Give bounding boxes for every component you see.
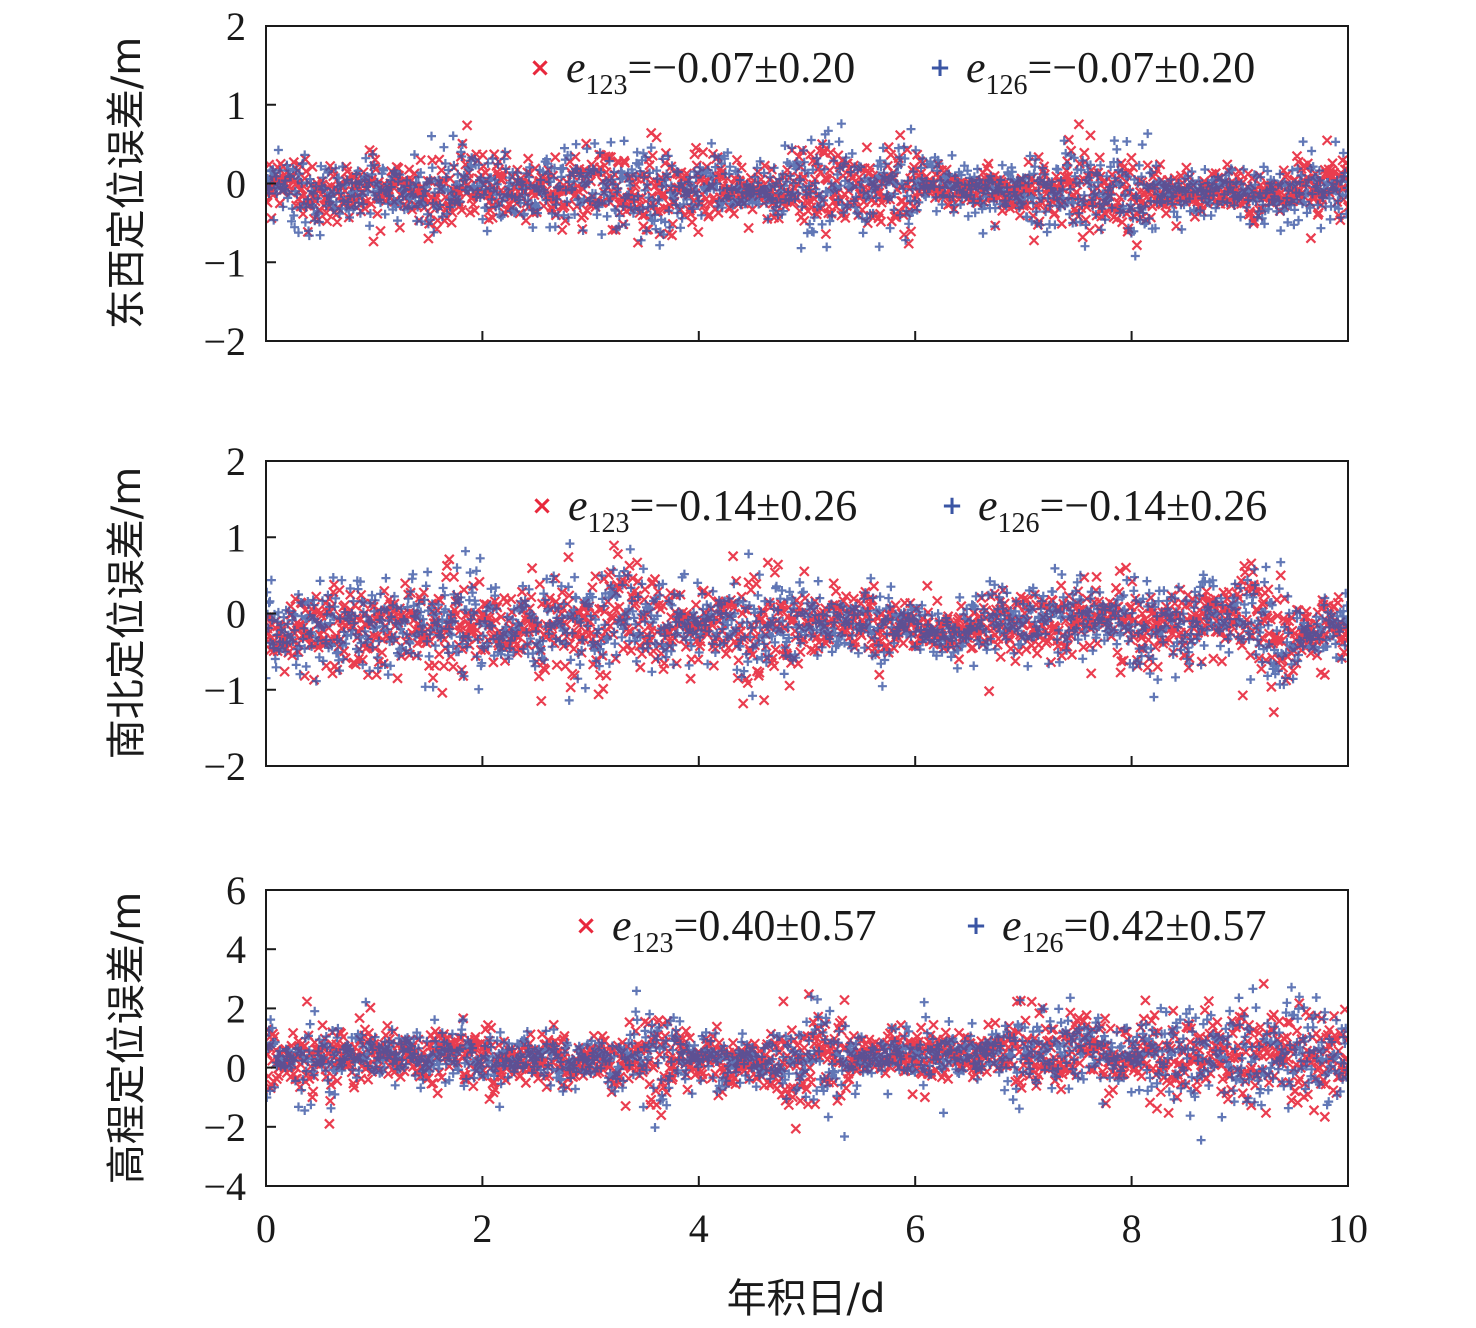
y-tick-label: 0 — [226, 162, 246, 207]
y-tick-label: 1 — [226, 83, 246, 128]
x-axis-label: 年积日/d — [727, 1276, 886, 1322]
legend-item-e126: + e126=−0.14±0.26 — [941, 481, 1267, 539]
y-tick-label: −4 — [203, 1164, 246, 1209]
x-tick-label: 8 — [1122, 1206, 1142, 1251]
legend-marker: × — [529, 53, 551, 83]
legend-label: e123=−0.07±0.20 — [566, 43, 855, 101]
legend-item-e123: × e123=0.40±0.57 — [575, 901, 876, 959]
legend-marker: + — [929, 53, 951, 83]
legend-label: e126=−0.14±0.26 — [978, 481, 1267, 539]
legend-item-e123: × e123=−0.14±0.26 — [531, 481, 857, 539]
y-axis-label: 东西定位误差/m — [104, 37, 150, 329]
x-tick-label: 6 — [905, 1206, 925, 1251]
legend-item-e123: × e123=−0.07±0.20 — [529, 43, 855, 101]
series-e126-points — [266, 119, 1348, 261]
y-tick-label: 2 — [226, 4, 246, 49]
x-tick-label: 0 — [256, 1206, 276, 1251]
plot-frame — [265, 889, 1349, 1187]
panel-1: 2 1 0 −1 −2 东西定位误差/m × e123=−0.07±0.20 + e126=−0.… — [104, 4, 1349, 364]
y-axis-label: 高程定位误差/m — [104, 892, 150, 1184]
legend-item-e126: + e126=0.42±0.57 — [965, 901, 1266, 959]
series-e126 — [266, 119, 1348, 261]
y-tick-label: −2 — [203, 319, 246, 364]
series-e126 — [266, 982, 1348, 1145]
y-tick-label: −1 — [203, 668, 246, 713]
y-tick-label: 2 — [226, 439, 246, 484]
legend-label: e126=0.42±0.57 — [1002, 901, 1267, 959]
y-tick-label: −1 — [203, 240, 246, 285]
legend-label: e126=−0.07±0.20 — [966, 43, 1255, 101]
y-tick-label: 0 — [226, 592, 246, 637]
y-tick-label: −2 — [203, 744, 246, 789]
y-tick-label: 4 — [226, 927, 246, 972]
series-e126 — [266, 539, 1348, 705]
legend-marker: + — [965, 911, 987, 941]
legend-item-e126: + e126=−0.07±0.20 — [929, 43, 1255, 101]
y-tick-label: 0 — [226, 1046, 246, 1091]
series-e126-points — [266, 982, 1348, 1145]
panel-2: 2 1 0 −1 −2 南北定位误差/m × e123=−0.14±0.26 + e126=−0.… — [104, 439, 1349, 789]
y-tick-label: 2 — [226, 986, 246, 1031]
series-e126-points — [266, 539, 1348, 705]
y-axis-label: 南北定位误差/m — [104, 467, 150, 759]
legend-label: e123=−0.14±0.26 — [568, 481, 857, 539]
x-tick-label: 10 — [1328, 1206, 1368, 1251]
y-tick-label: −2 — [203, 1105, 246, 1150]
legend-label: e123=0.40±0.57 — [612, 901, 877, 959]
y-tick-label: 6 — [226, 868, 246, 913]
legend-marker: + — [941, 491, 963, 521]
legend-marker: × — [575, 911, 597, 941]
legend-marker: × — [531, 491, 553, 521]
x-tick-label: 4 — [689, 1206, 709, 1251]
x-tick-label: 2 — [472, 1206, 492, 1251]
y-tick-label: 1 — [226, 515, 246, 560]
